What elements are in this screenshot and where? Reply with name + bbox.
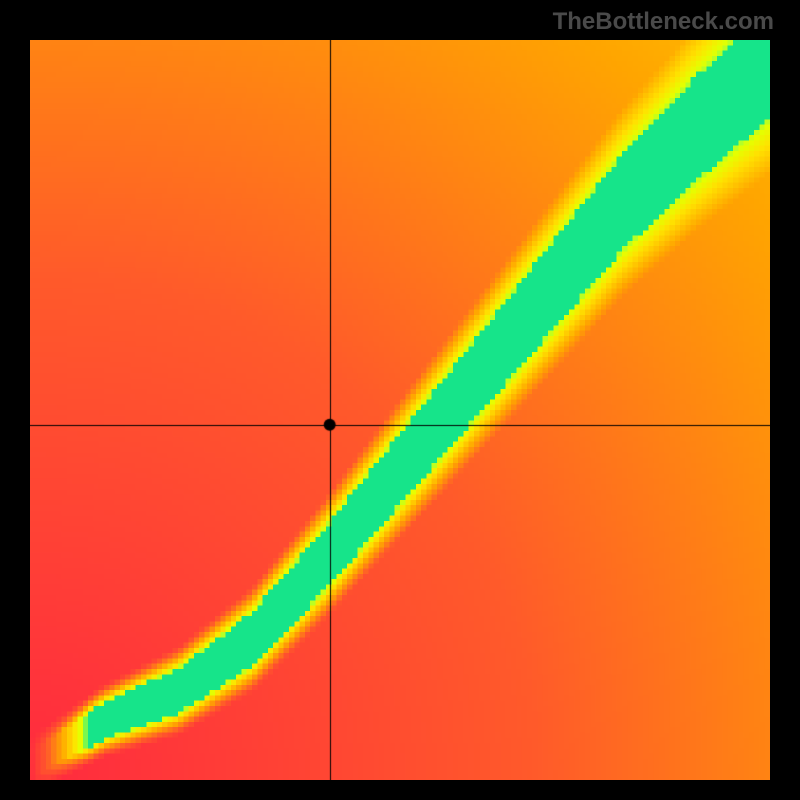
bottleneck-heatmap bbox=[30, 40, 770, 780]
watermark-text: TheBottleneck.com bbox=[553, 8, 774, 36]
